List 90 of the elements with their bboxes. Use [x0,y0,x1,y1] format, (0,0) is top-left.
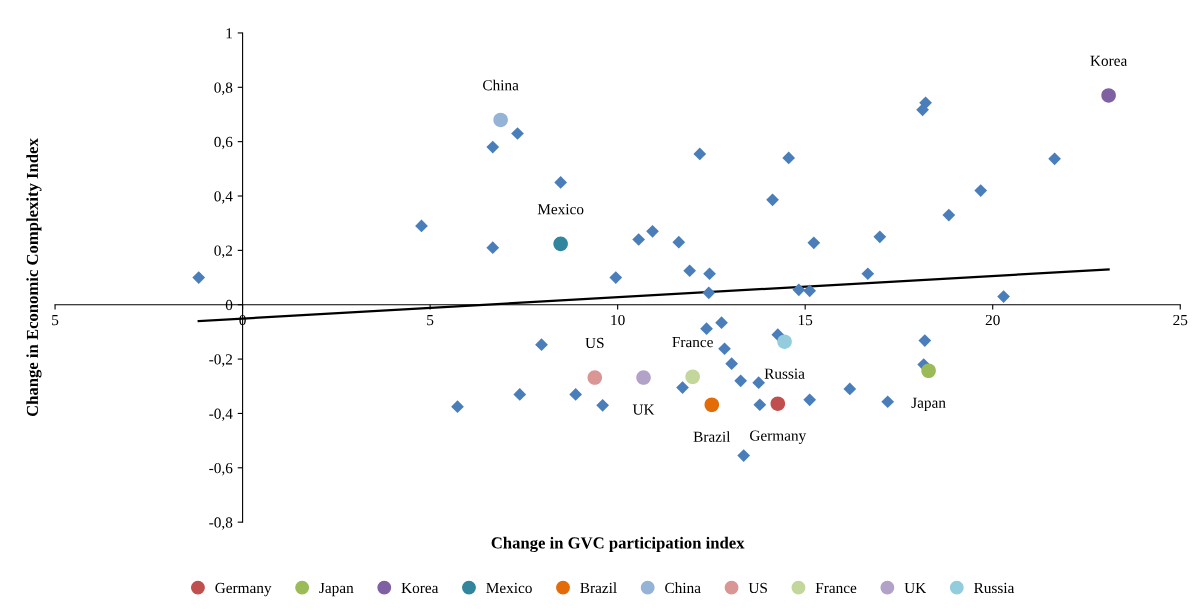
point [737,449,751,462]
annotation: Brazil [693,431,731,442]
point [513,388,527,401]
x-tick-label: 5 [52,315,59,326]
legend-label: China [665,582,701,594]
annotation: Germany [750,430,807,444]
point [632,233,646,246]
point [807,236,821,250]
annotation: China [483,79,519,91]
point [596,398,610,412]
point [672,235,686,249]
point [700,322,713,336]
point [782,151,796,165]
legend-label: US [748,582,767,594]
point [636,370,651,385]
legend-label: Mexico [486,582,532,594]
point [843,382,857,396]
y-tick-label: -0,6 [209,462,233,476]
point [676,381,689,394]
annotation: Japan [911,397,946,412]
point [486,241,500,255]
point [753,398,767,412]
point [997,290,1010,303]
annotation: Mexico [537,204,584,215]
point [553,236,568,252]
point [777,334,792,349]
legend-label: Germany [215,582,272,597]
point [554,176,568,189]
legend-label: France [815,582,857,594]
point [703,267,716,281]
point [803,284,817,298]
y-tick-label: 1 [226,28,232,39]
point [918,334,932,347]
legend-label: Korea [401,582,439,594]
point [974,184,988,197]
legend-label: Brazil [580,582,617,594]
annotation: France [672,337,713,348]
point [919,96,932,110]
point [486,140,500,154]
y-tick-label: -0,2 [209,354,233,367]
y-tick-label: 0,6 [214,136,233,150]
x-tick-label: 5 [427,315,434,326]
annotation: US [585,337,604,349]
point [511,127,524,140]
annotation: Russia [764,368,805,379]
point [718,342,731,356]
point [693,147,707,161]
point [752,376,766,390]
point [770,396,786,411]
y-tick-label: -0,4 [209,408,233,422]
point [704,397,720,413]
y-tick-label: 0,8 [214,82,233,95]
point [609,271,623,284]
point [569,388,583,401]
point [646,224,659,238]
x-tick-label: 15 [798,314,813,326]
point [725,357,739,371]
point [803,393,817,407]
x-axis-title: Change in GVC participation index [491,536,745,553]
point [715,316,728,330]
point [921,363,936,379]
legend-label: Russia [974,582,1015,594]
point [493,112,508,128]
point [734,374,748,388]
annotation: UK [632,404,655,415]
point [535,338,548,352]
point [1048,152,1061,166]
point [683,264,697,278]
legend-label: Japan [319,582,354,597]
point [881,395,895,409]
legend-label: UK [904,582,927,594]
point [702,286,716,300]
x-tick-label: 10 [611,314,625,326]
point [942,208,956,222]
point [587,370,603,385]
x-tick-label: 25 [1173,314,1188,326]
point [873,230,887,244]
point [792,283,806,297]
y-tick-label: -0,8 [209,517,233,530]
point [766,193,779,207]
x-tick-label: 20 [985,314,1000,326]
point [861,267,875,281]
point [1101,88,1116,103]
point [685,369,700,385]
point [451,400,464,414]
point [192,271,206,284]
y-axis-title: Change in Economic Complexity Index [26,138,42,417]
y-tick-label: 0,4 [214,191,233,204]
annotation: Korea [1090,55,1128,66]
y-tick-label: 0,2 [214,245,233,259]
